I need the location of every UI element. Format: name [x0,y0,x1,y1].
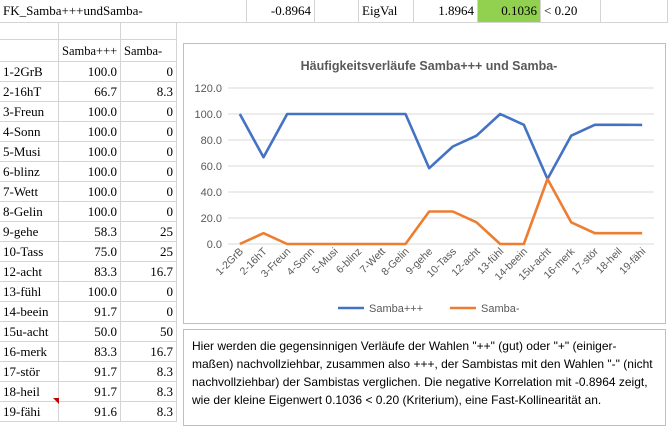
samba-minus-cell[interactable]: 50 [121,322,177,342]
samba-minus-cell[interactable]: 0 [121,182,177,202]
title-cell[interactable]: FK_Samba+++undSamba- [0,0,247,23]
empty-cell[interactable] [59,23,121,40]
comment-indicator-icon[interactable] [53,398,59,404]
samba-minus-cell[interactable]: 0 [121,302,177,322]
line-chart[interactable]: Häufigkeitsverläufe Samba+++ und Samba- … [183,43,666,324]
samba-plus-cell[interactable]: 83.3 [59,342,121,362]
y-tick-label: 40.0 [201,187,222,199]
row-label-cell[interactable]: 9-gehe [0,222,59,242]
samba-plus-cell[interactable]: 83.3 [59,262,121,282]
samba-plus-cell[interactable]: 100.0 [59,142,121,162]
samba-plus-cell[interactable]: 100.0 [59,62,121,82]
x-tick-label: 17-stör [569,245,601,277]
y-tick-label: 120.0 [194,83,222,95]
samba-plus-cell[interactable]: 58.3 [59,222,121,242]
explanation-text: Hier werden die gegensinnigen Verläufe d… [192,339,653,407]
x-tick-label: 19-fähi [617,246,648,277]
samba-plus-cell[interactable]: 50.0 [59,322,121,342]
row-label-cell[interactable]: 7-Wett [0,182,59,202]
chart-canvas: Häufigkeitsverläufe Samba+++ und Samba- … [194,59,654,315]
samba-plus-cell[interactable]: 66.7 [59,82,121,102]
samba-minus-cell[interactable]: 0 [121,162,177,182]
column-header-samba-minus[interactable]: Samba- [121,40,177,62]
samba-minus-cell[interactable]: 0 [121,142,177,162]
eigval-cell[interactable]: 1.8964 [414,0,478,23]
row-label-cell[interactable]: 16-merk [0,342,59,362]
row-label-cell[interactable]: 6-blinz [0,162,59,182]
row-label-cell[interactable]: 14-beein [0,302,59,322]
y-tick-label: 20.0 [201,213,222,225]
samba-plus-cell[interactable]: 91.7 [59,362,121,382]
y-tick-label: 80.0 [201,135,222,147]
chart-title: Häufigkeitsverläufe Samba+++ und Samba- [301,59,558,73]
row-label-cell[interactable]: 4-Sonn [0,122,59,142]
correlation-cell[interactable]: -0.8964 [247,0,315,23]
empty-cell[interactable] [0,40,59,62]
row-label-cell[interactable]: 12-acht [0,262,59,282]
samba-minus-cell[interactable]: 16.7 [121,262,177,282]
samba-minus-cell[interactable]: 8.3 [121,382,177,402]
samba-minus-cell[interactable]: 25 [121,242,177,262]
samba-plus-cell[interactable]: 91.7 [59,382,121,402]
y-tick-label: 100.0 [194,109,222,121]
samba-plus-cell[interactable]: 100.0 [59,202,121,222]
row-label-cell[interactable]: 5-Musi [0,142,59,162]
column-header-samba-plus[interactable]: Samba+++ [59,40,121,62]
small-eigval-cell[interactable]: 0.1036 [478,0,541,23]
row-label-cell[interactable]: 19-fähi [0,402,59,422]
x-tick-label: 5-Musi [310,246,341,277]
explanation-textbox[interactable]: Hier werden die gegensinnigen Verläufe d… [183,329,666,426]
samba-minus-cell[interactable]: 0 [121,202,177,222]
row-label-cell[interactable]: 15u-acht [0,322,59,342]
samba-minus-cell[interactable]: 8.3 [121,402,177,422]
y-tick-label: 60.0 [201,161,222,173]
samba-minus-cell[interactable]: 25 [121,222,177,242]
samba-minus-cell[interactable]: 0 [121,62,177,82]
empty-cell[interactable] [601,0,668,23]
y-tick-label: 0.0 [207,239,222,251]
samba-minus-cell[interactable]: 0 [121,122,177,142]
samba-plus-cell[interactable]: 91.7 [59,302,121,322]
x-tick-label: 6-blinz [334,246,364,276]
samba-plus-cell[interactable]: 75.0 [59,242,121,262]
samba-plus-cell[interactable]: 100.0 [59,282,121,302]
row-label-cell[interactable]: 3-Freun [0,102,59,122]
empty-cell[interactable] [121,23,177,40]
samba-minus-cell[interactable]: 0 [121,282,177,302]
row-label-cell[interactable]: 18-heil [0,382,59,402]
samba-plus-cell[interactable]: 91.6 [59,402,121,422]
samba-minus-cell[interactable]: 8.3 [121,82,177,102]
samba-plus-cell[interactable]: 100.0 [59,162,121,182]
samba-plus-cell[interactable]: 100.0 [59,122,121,142]
eigval-label-cell[interactable]: EigVal [359,0,414,23]
series-line-samba-minus[interactable] [239,177,643,246]
series-line-samba-plus[interactable] [238,112,643,181]
row-label-cell[interactable]: 1-2GrB [0,62,59,82]
samba-plus-cell[interactable]: 100.0 [59,182,121,202]
empty-cell[interactable] [315,0,359,23]
empty-cell[interactable] [0,23,59,40]
samba-minus-cell[interactable]: 16.7 [121,342,177,362]
row-label-cell[interactable]: 2-16hT [0,82,59,102]
samba-plus-cell[interactable]: 100.0 [59,102,121,122]
row-label-cell[interactable]: 10-Tass [0,242,59,262]
row-label-cell[interactable]: 17-stör [0,362,59,382]
row-label-cell[interactable]: 13-fühl [0,282,59,302]
legend-label[interactable]: Samba+++ [369,303,423,315]
samba-minus-cell[interactable]: 0 [121,102,177,122]
samba-minus-cell[interactable]: 8.3 [121,362,177,382]
row-label-cell[interactable]: 8-Gelin [0,202,59,222]
criterion-cell[interactable]: < 0.20 [541,0,601,23]
legend-label[interactable]: Samba- [481,303,520,315]
